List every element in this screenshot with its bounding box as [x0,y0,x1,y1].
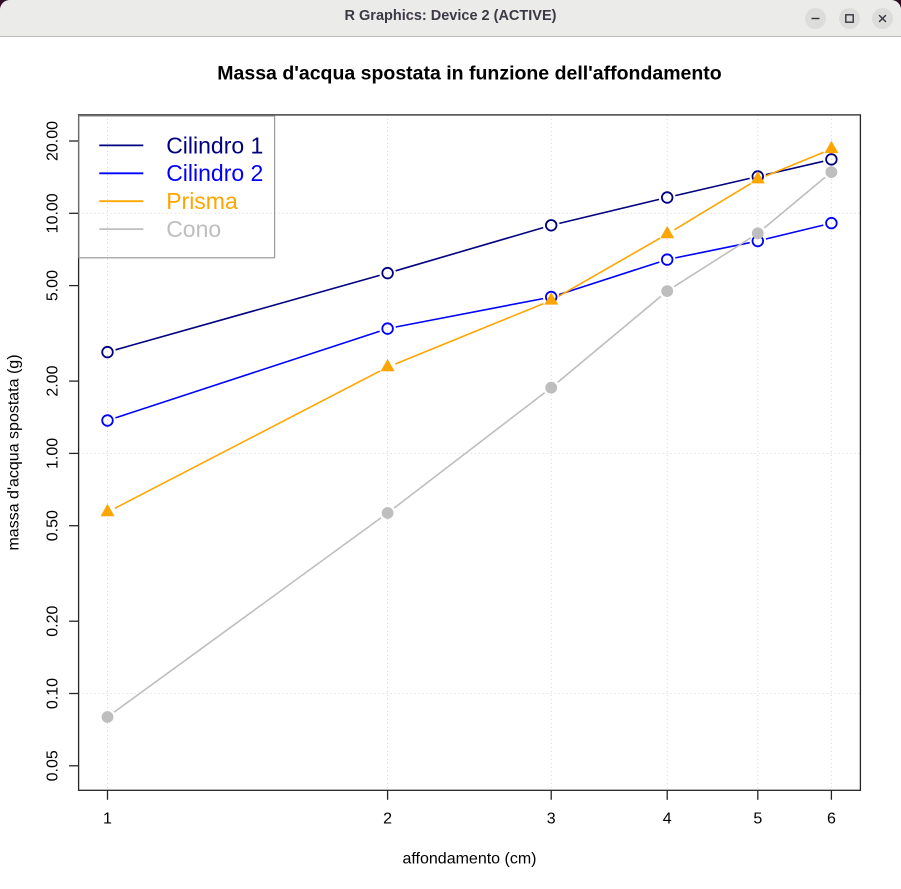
svg-text:Cono: Cono [166,216,221,242]
svg-text:2.00: 2.00 [45,365,62,396]
svg-text:Massa d'acqua spostata in funz: Massa d'acqua spostata in funzione dell'… [217,63,722,85]
svg-text:2: 2 [383,811,392,828]
svg-text:10.00: 10.00 [45,193,62,233]
svg-text:Cilindro 2: Cilindro 2 [166,160,263,186]
svg-text:6: 6 [827,811,836,828]
svg-text:1.00: 1.00 [45,438,62,469]
svg-text:Cilindro 1: Cilindro 1 [166,132,263,158]
svg-text:0.50: 0.50 [45,510,62,541]
svg-text:0.05: 0.05 [45,750,62,781]
svg-text:3: 3 [547,811,556,828]
svg-text:5: 5 [753,811,762,828]
svg-text:affondamento (cm): affondamento (cm) [403,851,537,868]
svg-text:0.20: 0.20 [45,606,62,637]
svg-text:5.00: 5.00 [45,270,62,301]
svg-text:massa d'acqua spostata (g): massa d'acqua spostata (g) [6,354,23,550]
svg-text:1: 1 [103,811,112,828]
svg-text:20.00: 20.00 [45,121,62,161]
svg-text:4: 4 [663,811,672,828]
svg-text:Prisma: Prisma [166,188,238,214]
svg-text:0.10: 0.10 [45,678,62,709]
